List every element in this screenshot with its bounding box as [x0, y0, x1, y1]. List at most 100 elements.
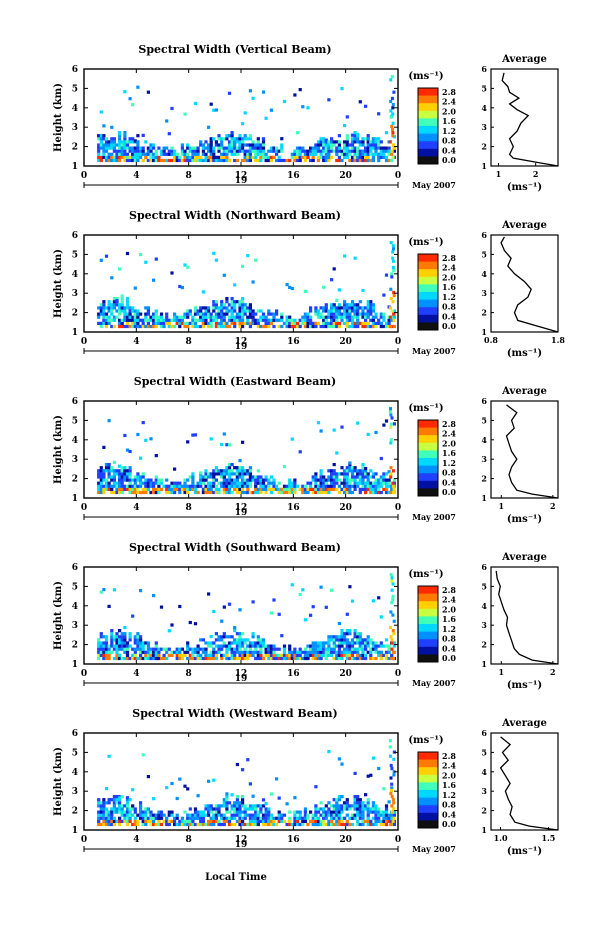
heatmap-cell [353, 146, 357, 150]
heatmap-cell [225, 297, 229, 301]
heatmap-cell [102, 303, 106, 307]
heatmap-cell [309, 158, 313, 163]
heatmap-cell [261, 140, 266, 144]
heatmap-cell [112, 804, 116, 808]
heatmap-cell [353, 134, 357, 138]
heatmap-cell [285, 490, 289, 495]
heatmap-cell [125, 822, 130, 827]
heatmap-cell [314, 644, 318, 648]
heatmap-cell [337, 146, 341, 150]
heatmap-cell [196, 490, 200, 495]
heatmap-cell [188, 822, 192, 827]
heatmap-cell [282, 819, 287, 823]
heatmap-cell [214, 487, 218, 491]
heatmap-cell [220, 321, 224, 325]
average-title: Average [501, 54, 547, 65]
heatmap-cell [217, 158, 221, 163]
heatmap-cell [118, 137, 122, 141]
heatmap-cell [220, 146, 224, 150]
heatmap-cell [128, 306, 132, 310]
heatmap-cell [136, 309, 140, 313]
heatmap-cell [102, 819, 106, 823]
heatmap-cell [366, 475, 370, 479]
heatmap-cell [251, 318, 255, 322]
heatmap-cell [180, 318, 184, 322]
heatmap-cell [327, 644, 331, 648]
heatmap-cell [107, 306, 111, 310]
heatmap-cell [217, 312, 221, 316]
heatmap-cell [267, 816, 271, 820]
heatmap-cell [120, 303, 124, 307]
heatmap-cell [115, 644, 119, 648]
heatmap-cell [97, 810, 101, 814]
heatmap-cell [107, 816, 111, 820]
heatmap-cell [350, 303, 355, 307]
heatmap-cell [371, 146, 375, 150]
heatmap-cell [311, 155, 315, 159]
heatmap-cell [235, 807, 239, 811]
heatmap-cell [259, 484, 263, 488]
heatmap-cell [110, 146, 114, 150]
heatmap-cell [379, 321, 383, 325]
heatmap-cell [290, 490, 294, 495]
heatmap-cell [246, 318, 250, 322]
heatmap-cell [154, 257, 158, 261]
heatmap-cell [264, 816, 268, 820]
heatmap-cell [345, 641, 349, 645]
heatmap-cell [366, 303, 370, 307]
heatmap-cell [233, 807, 237, 811]
heatmap-cell [212, 478, 216, 482]
heatmap-cell [227, 822, 232, 827]
heatmap-cell [303, 810, 307, 814]
heatmap-cell [97, 306, 101, 310]
heatmap-cell [280, 312, 284, 316]
heatmap-cell [264, 653, 268, 657]
heatmap-cell [379, 315, 383, 319]
heatmap-cell [389, 413, 393, 417]
heatmap-cell [146, 807, 150, 811]
heatmap-cell [191, 321, 195, 325]
panel-2: Spectral Width (Northward Beam)0 4 8 12 16 20… [53, 209, 565, 359]
heatmap-cell [353, 306, 357, 310]
heatmap-cell [107, 484, 111, 488]
heatmap-cell [275, 777, 279, 781]
heatmap-cell [319, 475, 323, 479]
heatmap-cell [345, 306, 349, 310]
heatmap-cell [235, 795, 239, 799]
heatmap-cell [298, 146, 302, 150]
panel-5: Spectral Width (Westward Beam)0 4 8 12 16 20 0… [53, 707, 559, 857]
heatmap-cell [309, 318, 313, 322]
heatmap-cell [241, 632, 245, 636]
heatmap-cell [311, 656, 315, 661]
heatmap-cell [324, 321, 328, 325]
heatmap-cell [217, 315, 221, 319]
heatmap-cell [324, 810, 328, 814]
heatmap-cell [110, 641, 114, 645]
heatmap-cell [340, 810, 344, 814]
y-axis-label: Height (km) [53, 83, 64, 152]
heatmap-cell [97, 653, 101, 657]
heatmap-cell [165, 647, 169, 651]
heatmap-cell [220, 647, 224, 651]
heatmap-cell [186, 650, 190, 654]
heatmap-cell [222, 487, 226, 491]
heatmap-cell [384, 487, 389, 491]
heatmap-cell [167, 647, 171, 651]
colorbar-tick-label: 0.0 [442, 487, 456, 497]
colorbar-swatch [418, 254, 438, 263]
heatmap-cell [222, 813, 226, 817]
heatmap-cell [311, 478, 315, 482]
heatmap-cell [125, 472, 130, 476]
date-label: May 2007 [412, 678, 456, 688]
heatmap-cell [254, 644, 258, 648]
heatmap-cell [392, 146, 396, 150]
colorbar-unit: (ms⁻¹) [408, 403, 443, 414]
heatmap-cell [327, 478, 331, 482]
heatmap-cell [251, 143, 255, 147]
heatmap-cell [152, 152, 156, 156]
heatmap-cell [264, 318, 268, 322]
heatmap-cell [327, 155, 331, 159]
heatmap-cell [248, 650, 252, 654]
heatmap-cell [233, 306, 237, 310]
heatmap-cell [379, 152, 383, 156]
